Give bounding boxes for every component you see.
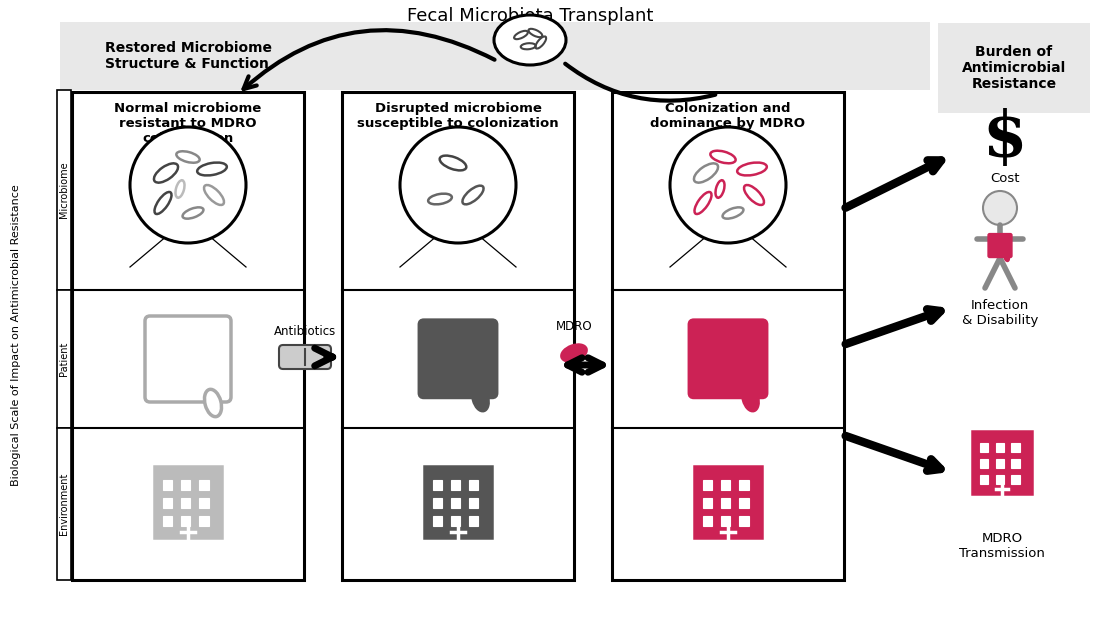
Bar [180, 480, 190, 490]
Bar [612, 92, 844, 580]
Ellipse shape [1004, 254, 1009, 261]
Text: MDRO: MDRO [556, 320, 592, 333]
Ellipse shape [494, 15, 566, 65]
Text: Patient: Patient [59, 342, 69, 376]
Circle shape [670, 127, 786, 243]
Bar [980, 475, 988, 484]
Bar [451, 480, 461, 490]
Ellipse shape [743, 386, 758, 411]
Text: Restored Microbiome
Structure & Function: Restored Microbiome Structure & Function [105, 41, 272, 71]
Circle shape [130, 127, 246, 243]
Bar [162, 480, 172, 490]
Bar [72, 92, 304, 580]
Bar [938, 23, 1090, 113]
Text: Environment: Environment [59, 473, 69, 535]
Bar [432, 516, 442, 526]
Bar [996, 459, 1004, 468]
Bar [996, 443, 1004, 452]
Text: Colonization and
dominance by MDRO: Colonization and dominance by MDRO [651, 102, 806, 130]
FancyBboxPatch shape [278, 345, 331, 369]
Text: Microbiome: Microbiome [59, 162, 69, 218]
Bar [720, 498, 730, 508]
Bar [738, 498, 748, 508]
Bar [980, 459, 988, 468]
Text: Infection
& Disability: Infection & Disability [961, 299, 1039, 327]
Bar [57, 290, 71, 428]
Text: Antibiotics: Antibiotics [274, 325, 336, 338]
Ellipse shape [473, 386, 488, 411]
Circle shape [983, 191, 1017, 225]
Text: MDRO
Transmission: MDRO Transmission [959, 532, 1045, 560]
Text: Disrupted microbiome
susceptible to colonization: Disrupted microbiome susceptible to colo… [357, 102, 559, 130]
Bar [451, 498, 461, 508]
Bar [180, 498, 190, 508]
Bar [1011, 459, 1020, 468]
Bar [199, 480, 209, 490]
Bar [720, 480, 730, 490]
FancyBboxPatch shape [988, 234, 1011, 257]
Text: Burden of
Antimicrobial
Resistance: Burden of Antimicrobial Resistance [961, 45, 1066, 91]
Bar [694, 466, 762, 538]
FancyBboxPatch shape [690, 320, 767, 398]
Bar [703, 516, 713, 526]
Text: Fecal Microbiota Transplant: Fecal Microbiota Transplant [407, 7, 653, 25]
Bar [199, 516, 209, 526]
Bar [154, 466, 222, 538]
Bar [451, 516, 461, 526]
Bar [980, 443, 988, 452]
Text: Cost: Cost [990, 171, 1020, 185]
Text: Normal microbiome
resistant to MDRO
colonization: Normal microbiome resistant to MDRO colo… [115, 102, 262, 145]
Bar [738, 516, 748, 526]
Bar [469, 480, 478, 490]
FancyBboxPatch shape [419, 320, 497, 398]
FancyBboxPatch shape [145, 316, 231, 402]
Bar [180, 516, 190, 526]
Bar [469, 498, 478, 508]
Bar [1011, 475, 1020, 484]
Circle shape [400, 127, 516, 243]
Bar [432, 498, 442, 508]
Bar [343, 92, 573, 580]
Ellipse shape [561, 345, 587, 361]
Bar [720, 516, 730, 526]
Bar [1011, 443, 1020, 452]
Bar [60, 22, 930, 90]
Bar [703, 480, 713, 490]
Text: Biological Scale of Impact on Antimicrobial Resistance: Biological Scale of Impact on Antimicrob… [11, 184, 21, 486]
Bar [162, 516, 172, 526]
Bar [703, 498, 713, 508]
Bar [57, 90, 71, 290]
Bar [996, 475, 1004, 484]
Bar [738, 480, 748, 490]
Bar [162, 498, 172, 508]
Text: $: $ [982, 107, 1028, 168]
Bar [199, 498, 209, 508]
Bar [57, 428, 71, 580]
Bar [423, 466, 493, 538]
Bar [432, 480, 442, 490]
Bar [469, 516, 478, 526]
Ellipse shape [204, 389, 221, 417]
Bar [971, 431, 1032, 495]
